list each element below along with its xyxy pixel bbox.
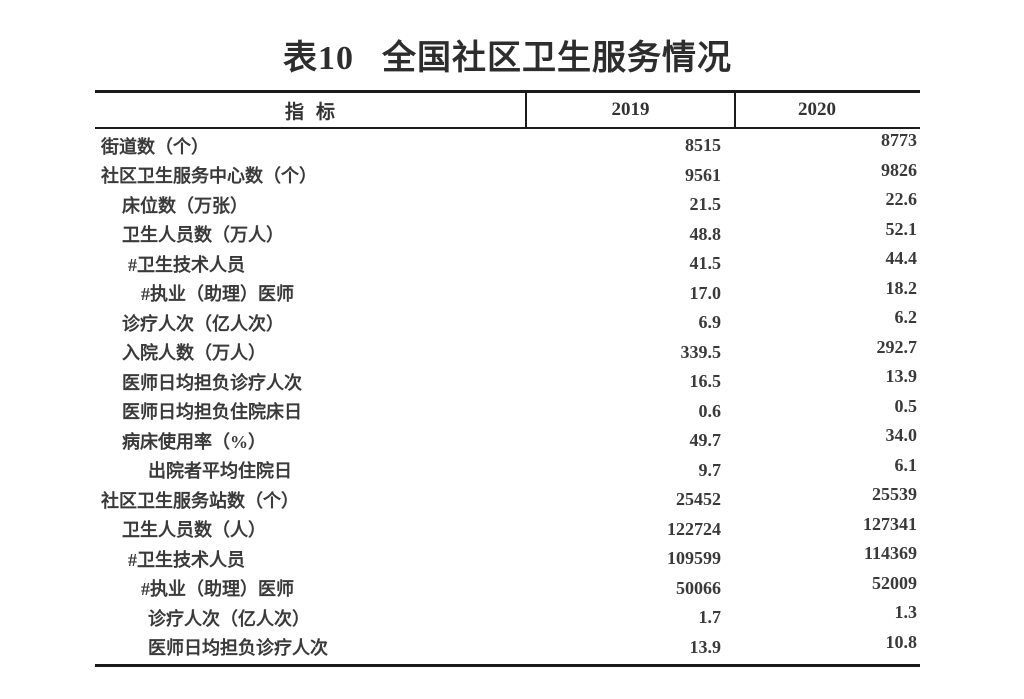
row-indicator-label: 医师日均担负诊疗人次 (148, 638, 328, 659)
row-value-2020: 0.5 (894, 395, 918, 416)
col-header-2019: 2019 (525, 93, 734, 127)
row-indicator-label: 社区卫生服务中心数（个） (101, 166, 317, 187)
row-indicator-label: #卫生技术人员 (128, 549, 245, 570)
table-row: 医师日均担负诊疗人次 13.9 10.8 (95, 631, 920, 663)
row-value-2019: 21.5 (689, 194, 722, 215)
table-row: 社区卫生服务站数（个） 25452 25539 (95, 484, 920, 515)
row-indicator-label: #执业（助理）医师 (141, 579, 294, 600)
row-value-2019: 48.8 (689, 223, 722, 244)
row-value-2020: 6.2 (894, 307, 918, 328)
table-row: 卫生人员数（人） 122724 127341 (95, 513, 920, 545)
row-value-2020: 114369 (863, 543, 917, 564)
table-row: 床位数（万张） 21.5 22.6 (95, 189, 920, 220)
table-row: 医师日均担负住院床日 0.6 0.5 (95, 395, 920, 427)
row-value-2019: 339.5 (680, 341, 722, 362)
row-value-2019: 25452 (676, 489, 721, 510)
table-number: 表10 (283, 40, 354, 77)
row-value-2019: 9561 (685, 164, 721, 185)
row-indicator-label: 诊疗人次（亿人次） (122, 313, 284, 334)
row-indicator-label: 出院者平均住院日 (148, 461, 292, 482)
row-value-2019: 8515 (685, 135, 721, 156)
row-value-2019: 16.5 (689, 371, 722, 392)
row-value-2019: 9.7 (698, 459, 722, 480)
table-row: 街道数（个） 8515 8773 (95, 130, 920, 161)
table-row: #执业（助理）医师 50066 52009 (95, 572, 920, 604)
row-value-2020: 44.4 (885, 248, 918, 269)
row-value-2019: 0.6 (698, 400, 722, 421)
row-value-2019: 1.7 (698, 607, 722, 628)
row-value-2020: 1.3 (894, 602, 918, 623)
row-value-2020: 127341 (863, 513, 917, 534)
row-value-2019: 13.9 (689, 636, 722, 657)
row-value-2019: 122724 (667, 518, 721, 539)
row-indicator-label: 卫生人员数（人） (122, 520, 266, 541)
table-row: 出院者平均住院日 9.7 6.1 (95, 454, 920, 486)
row-value-2020: 18.2 (885, 277, 918, 298)
row-value-2020: 13.9 (885, 366, 918, 387)
row-indicator-label: 入院人数（万人） (122, 343, 266, 364)
stats-table: 指标 2019 2020 街道数（个） 8515 8773 社区卫生服务中心数（… (95, 90, 920, 667)
table-row: 病床使用率（%） 49.7 34.0 (95, 425, 920, 456)
table-row: 卫生人员数（万人） 48.8 52.1 (95, 218, 920, 250)
table-row: #执业（助理）医师 17.0 18.2 (95, 277, 920, 309)
row-value-2019: 49.7 (689, 430, 722, 451)
row-indicator-label: 社区卫生服务站数（个） (101, 490, 299, 511)
row-value-2020: 25539 (872, 484, 917, 505)
table-header-row: 指标 2019 2020 (95, 90, 920, 129)
row-indicator-label: #执业（助理）医师 (141, 284, 294, 305)
table-body: 街道数（个） 8515 8773 社区卫生服务中心数（个） 9561 9826 … (95, 129, 920, 667)
row-indicator-label: 诊疗人次（亿人次） (148, 608, 310, 629)
row-value-2020: 52009 (872, 572, 917, 593)
table-row: 诊疗人次（亿人次） 1.7 1.3 (95, 602, 920, 633)
row-value-2019: 6.9 (698, 312, 722, 333)
table-row: #卫生技术人员 109599 114369 (95, 543, 920, 574)
row-indicator-label: 卫生人员数（万人） (122, 225, 284, 246)
row-indicator-label: 医师日均担负住院床日 (122, 402, 302, 423)
table-row: 社区卫生服务中心数（个） 9561 9826 (95, 159, 920, 191)
row-value-2020: 10.8 (885, 631, 918, 652)
row-value-2020: 52.1 (885, 218, 918, 239)
row-value-2020: 6.1 (894, 454, 918, 475)
row-indicator-label: 医师日均担负诊疗人次 (122, 372, 302, 393)
row-value-2020: 8773 (881, 130, 917, 151)
row-value-2019: 50066 (676, 577, 721, 598)
row-indicator-label: #卫生技术人员 (128, 254, 245, 275)
col-header-2020: 2020 (734, 93, 920, 127)
col-header-indicator: 指标 (284, 101, 347, 123)
row-value-2019: 17.0 (689, 282, 722, 303)
table-name: 全国社区卫生服务情况 (382, 40, 732, 77)
table-row: 诊疗人次（亿人次） 6.9 6.2 (95, 307, 920, 338)
table-row: #卫生技术人员 41.5 44.4 (95, 248, 920, 279)
row-value-2020: 9826 (881, 159, 917, 180)
row-value-2019: 109599 (667, 548, 721, 569)
table-title: 表10 全国社区卫生服务情况 (95, 30, 920, 79)
row-value-2019: 41.5 (689, 253, 722, 274)
row-indicator-label: 床位数（万张） (122, 195, 248, 216)
row-value-2020: 292.7 (876, 336, 918, 357)
row-indicator-label: 街道数（个） (101, 136, 209, 157)
row-value-2020: 34.0 (885, 425, 918, 446)
row-value-2020: 22.6 (885, 189, 918, 210)
row-indicator-label: 病床使用率（%） (122, 431, 266, 452)
table-row: 医师日均担负诊疗人次 16.5 13.9 (95, 366, 920, 397)
table-row: 入院人数（万人） 339.5 292.7 (95, 336, 920, 368)
